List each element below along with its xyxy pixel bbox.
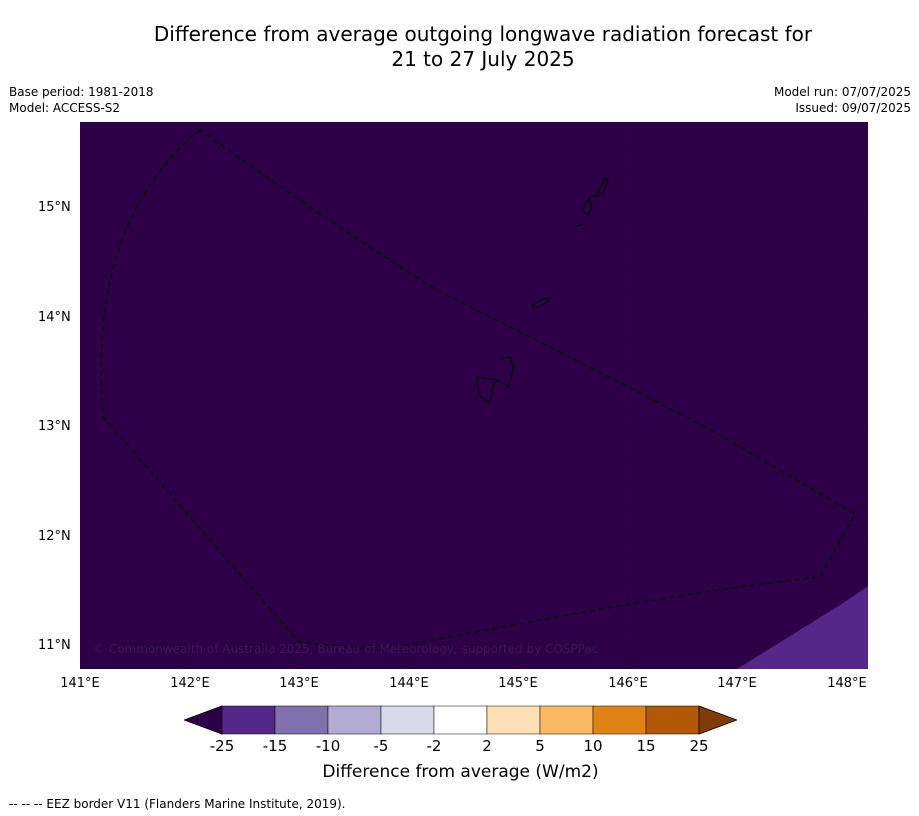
colorbar-tick: 2 xyxy=(482,737,492,755)
colorbar-tick: 25 xyxy=(689,737,709,755)
copyright-text: © Commonwealth of Australia 2025, Bureau… xyxy=(93,642,599,656)
title-line-1: Difference from average outgoing longwav… xyxy=(153,22,813,46)
colorbar-segment xyxy=(380,705,435,735)
colorbar-tick: 10 xyxy=(583,737,603,755)
lon-label-144e: 144°E xyxy=(389,676,429,691)
lon-label-145e: 145°E xyxy=(498,676,538,691)
graticule xyxy=(80,122,868,669)
island-rota xyxy=(531,297,550,309)
lon-label-142e: 142°E xyxy=(170,676,210,691)
colorbar-tick: -2 xyxy=(426,737,442,755)
colorbar-segment xyxy=(221,705,276,735)
chart-title: Difference from average outgoing longwav… xyxy=(80,22,886,72)
lat-label-14n: 14°N xyxy=(38,310,71,325)
colorbar-tick: -5 xyxy=(373,737,389,755)
issued-text: Issued: 09/07/2025 xyxy=(795,101,911,115)
island-guam xyxy=(476,356,515,404)
model-run-text: Model run: 07/07/2025 xyxy=(773,85,911,99)
anomaly-patch xyxy=(737,586,868,669)
island-tinian-saipan xyxy=(581,177,609,216)
colorbar-tick: 5 xyxy=(535,737,545,755)
colorbar-segment xyxy=(486,705,541,735)
lat-label-12n: 12°N xyxy=(38,529,71,544)
colorbar-segment xyxy=(327,705,382,735)
colorbar-extend-high xyxy=(698,705,737,735)
lon-label-141e: 141°E xyxy=(60,676,100,691)
colorbar-segment xyxy=(433,705,488,735)
map-canvas xyxy=(80,122,868,669)
colorbar-tick: -25 xyxy=(209,737,235,755)
map-panel: © Commonwealth of Australia 2025, Bureau… xyxy=(80,122,868,669)
island-small xyxy=(575,223,585,227)
model-text: Model: ACCESS-S2 xyxy=(9,101,121,115)
eez-footnote: -- -- -- EEZ border V11 (Flanders Marine… xyxy=(9,797,346,811)
eez-border xyxy=(100,129,856,651)
lon-label-146e: 146°E xyxy=(608,676,648,691)
colorbar-segment xyxy=(539,705,594,735)
colorbar-segment xyxy=(592,705,647,735)
colorbar-label: Difference from average (W/m2) xyxy=(322,762,599,782)
colorbar-tick: 15 xyxy=(636,737,656,755)
lon-label-148e: 148°E xyxy=(827,676,867,691)
colorbar-tick: -15 xyxy=(262,737,288,755)
lat-label-15n: 15°N xyxy=(38,200,71,215)
colorbar-segment xyxy=(274,705,329,735)
title-line-2: 21 to 27 July 2025 xyxy=(391,47,575,71)
lon-label-147e: 147°E xyxy=(717,676,757,691)
lat-label-11n: 11°N xyxy=(38,638,71,653)
meta-right: Model run: 07/07/2025 Issued: 09/07/2025 xyxy=(774,84,911,116)
lat-label-13n: 13°N xyxy=(38,419,71,434)
colorbar-tick: -10 xyxy=(315,737,341,755)
colorbar-extend-low xyxy=(184,705,223,735)
colorbar xyxy=(184,705,737,735)
meta-left: Base period: 1981-2018 Model: ACCESS-S2 xyxy=(9,84,154,116)
lon-label-143e: 143°E xyxy=(279,676,319,691)
base-period-text: Base period: 1981-2018 xyxy=(9,85,154,99)
colorbar-segment xyxy=(645,705,700,735)
